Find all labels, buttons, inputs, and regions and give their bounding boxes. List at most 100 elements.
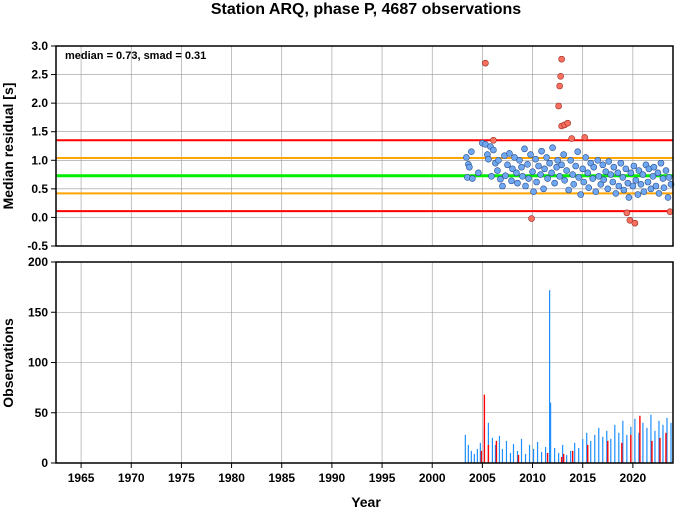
residual-point (529, 168, 536, 176)
residual-point (514, 179, 521, 187)
outlier-point (568, 135, 575, 142)
residual-point (574, 148, 581, 156)
observation-bar (662, 424, 664, 463)
residuals-y-ticks: -0.5 0.0 0.5 1.0 1.5 2.0 2.5 3.0 (27, 39, 56, 253)
outlier-point (626, 216, 634, 224)
residual-point (605, 158, 613, 165)
observation-bar-highlight (607, 440, 609, 463)
residual-point (569, 171, 576, 178)
residual-point (662, 167, 670, 174)
residual-point (580, 178, 588, 186)
outlier-point (490, 136, 497, 144)
residual-point (630, 162, 638, 170)
chart-title: Station ARQ, phase P, 4687 observations (211, 1, 521, 18)
residual-point (640, 188, 648, 196)
residual-point (508, 177, 515, 185)
residual-point (584, 169, 592, 177)
residual-point (525, 175, 532, 182)
residual-point (546, 159, 553, 167)
residual-point (660, 184, 668, 192)
residual-point (524, 160, 531, 168)
observations-y-tick-label: 100 (28, 356, 48, 370)
residual-point (664, 194, 672, 201)
residual-point (540, 185, 547, 193)
residual-point (504, 161, 511, 169)
residual-point (595, 172, 603, 180)
residuals-y-tick-label: 3.0 (31, 39, 48, 53)
observation-bar (498, 435, 501, 463)
observation-bar-highlight (546, 452, 549, 463)
residual-point (554, 156, 561, 164)
observations-y-tick-label: 0 (41, 456, 48, 470)
observation-bar (509, 452, 512, 463)
residual-point (551, 179, 558, 187)
x-tick-label: 2020 (620, 471, 647, 485)
observation-bar (536, 441, 539, 463)
observations-y-tick-label: 150 (28, 305, 48, 319)
observation-bar (558, 452, 560, 463)
observation-bar (467, 444, 469, 463)
observation-bar-highlight (630, 434, 632, 463)
residual-point (665, 174, 673, 181)
residual-point (604, 185, 612, 193)
residual-point (561, 176, 568, 184)
residual-point (549, 144, 556, 152)
residual-point (513, 169, 520, 177)
residual-point (543, 154, 550, 161)
residuals-annotation: median = 0.73, smad = 0.31 (65, 50, 206, 62)
observation-bar-highlight (659, 437, 661, 463)
residual-point (592, 188, 600, 196)
residual-point (560, 151, 567, 158)
x-tick-label: 2005 (469, 471, 496, 485)
observation-bar (654, 430, 656, 463)
x-tick-label: 1970 (118, 471, 145, 485)
residual-point (544, 175, 551, 182)
observation-bar (479, 442, 481, 463)
residual-point (659, 175, 667, 182)
residual-point (597, 180, 605, 188)
residual-point (509, 165, 516, 173)
residual-point (537, 171, 544, 178)
residual-point (627, 169, 635, 177)
observation-bar (578, 447, 580, 463)
residual-point (556, 172, 563, 180)
residual-point (497, 175, 504, 183)
observation-bar-highlight (621, 442, 623, 463)
residual-point (563, 167, 570, 174)
observation-bar (524, 453, 527, 463)
residuals-y-tick-label: -0.5 (27, 239, 48, 253)
residual-point (579, 165, 587, 173)
observation-bar (634, 418, 636, 463)
residual-point (657, 159, 665, 167)
residual-point (532, 155, 539, 163)
residual-point (649, 172, 657, 180)
residual-point (519, 172, 526, 180)
residual-point (538, 147, 545, 155)
residual-point (654, 169, 662, 177)
observation-bar (618, 432, 620, 463)
observation-bar (582, 438, 584, 463)
residual-point (620, 186, 628, 194)
observations-bars (464, 290, 672, 463)
residuals-y-tick-label: 2.5 (31, 68, 48, 82)
residual-point (516, 156, 523, 164)
observation-bar (473, 453, 475, 463)
outlier-point (558, 55, 565, 63)
residual-point (530, 188, 537, 196)
observations-x-ticks: 1965 1970 1975 1980 1985 1990 1995 2000 2005 2010… (68, 463, 647, 485)
residual-point (527, 151, 534, 158)
outlier-point (564, 119, 571, 127)
observation-bar (494, 444, 497, 463)
observation-bar-highlight (495, 440, 498, 463)
residual-point (607, 171, 615, 178)
observation-bar (670, 422, 672, 463)
observation-bar (491, 437, 494, 463)
observation-bar (512, 443, 515, 463)
residual-point (590, 163, 598, 171)
observation-bar-highlight (517, 454, 520, 463)
residual-point (570, 180, 577, 188)
residuals-y-tick-label: 2.0 (31, 96, 48, 110)
observation-bar (610, 438, 612, 463)
residual-point (634, 191, 642, 198)
residual-point (533, 178, 540, 186)
